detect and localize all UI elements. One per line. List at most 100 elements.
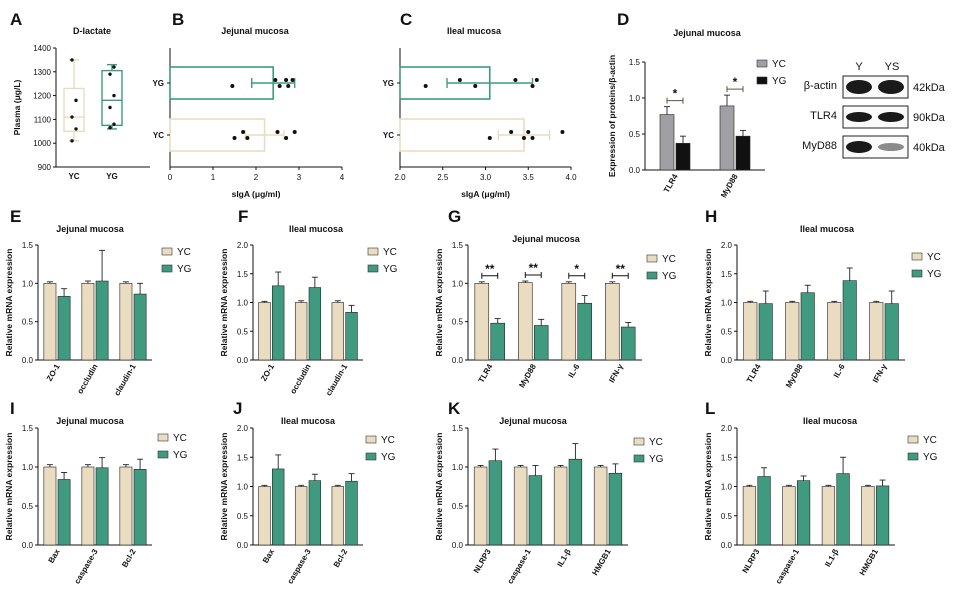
y-tick-label-K: 0.0 [452,541,464,550]
legend-swatch-J-YC [365,435,377,444]
data-point-B-YG [290,78,295,82]
x-tick-label-I: caspase-3 [73,547,100,585]
data-point-YG [108,126,112,130]
bar-F-claudin-1-YG [345,311,358,361]
bar-J-Bcl-2-YC [331,486,344,546]
bar-J-caspase-3-YC [294,486,308,546]
bar-F-ZO-1-YC [258,302,271,361]
x-tick-label-K: NLRP3 [472,547,493,575]
data-point-C-YG [513,78,518,82]
bar-E-occludin-YG [95,280,109,361]
bar-J-caspase-3-YG [308,480,322,546]
blot-size-label: 40kDa [913,142,946,154]
bar-H-TLR4-YC [743,302,758,361]
legend-swatch-E-YC [161,247,173,256]
bar-G-TLR4-YG [490,322,505,361]
x-tick-label-L: NLRP3 [741,547,762,575]
bar-L-caspase-1-YG [796,480,811,546]
data-point-B-YG [230,84,235,88]
x-tick-label-A: YG [106,172,118,181]
bar-D-MyD88-YG [735,135,751,171]
data-point-YG [108,105,112,110]
y-tick-label-J: 0.0 [237,541,249,550]
data-point-YG [108,72,112,76]
y-tick-label-K: 0.5 [452,502,464,511]
bar-J-Bcl-2-YG [345,480,358,546]
bar-L-caspase-1-YC [782,486,796,546]
legend-swatch-D-YG [756,76,768,85]
x-tick-label-L: IL1-β [823,547,840,568]
y-tick-label-E: 0.5 [22,318,34,327]
x-tick-label-K: caspase-1 [506,547,533,585]
data-point-YG [112,122,116,126]
y-tick-label-I: 0.5 [22,502,34,511]
x-tick-label-F: occludin [288,362,312,395]
bar-K-HMGB1-YC [593,466,608,546]
bar-G-MyD88-YC [518,282,533,361]
x-tick-label-C: 4.0 [565,173,577,182]
y-tick-label-A: 1100 [34,115,52,124]
x-tick-label-H: MyD88 [784,362,805,389]
bar-L-NLRP3-YC [742,486,757,546]
panel-title-F: Ileal mucosa [289,224,344,234]
x-tick-label-G: TLR4 [477,362,495,384]
significance-label-D: * [733,75,738,89]
data-point-B-YC [275,130,280,134]
blot-column-label: Y [855,61,863,73]
legend-label-K-YC: YC [649,437,663,448]
panel-title-B: Jejunal mucosa [221,26,290,36]
y-tick-label-F: 1.0 [237,299,249,308]
y-tick-label-H: 0.0 [721,356,733,365]
data-point-C-YC [526,130,531,134]
panel-label-F: F [238,207,248,226]
y-axis-label-H: Relative mRNA expression [703,249,713,357]
bar-G-IFN-γ-YC [605,283,620,361]
data-point-B-YG [286,84,291,88]
bar-J-Bax-YC [258,486,271,546]
legend-label-L-YC: YC [923,435,937,446]
y-tick-label-F: 0.5 [237,327,249,336]
data-point-B-YG [273,78,278,82]
bar-G-IL-6-YC [561,283,577,361]
bar-G-TLR4-YC [474,283,490,361]
x-tick-label-B: 2 [254,173,259,182]
bar-I-Bax-YC [43,466,57,546]
y-tick-label-L: 1.5 [721,453,733,462]
data-point-YG [112,93,116,98]
blot-size-label: 90kDa [913,112,946,124]
data-point-B-YC [292,130,297,134]
y-tick-label-L: 0.0 [721,541,733,550]
blot-band [846,112,872,122]
x-tick-label-G: IFN-γ [607,362,625,384]
x-tick-label-I: Bcl-2 [120,547,138,569]
x-tick-label-G: IL-6 [567,362,582,379]
y-axis-label-G: Relative mRNA expression [434,249,444,357]
legend-label-F-YG: YG [383,264,398,275]
legend-swatch-K-YG [633,454,645,463]
y-tick-label-K: 1.0 [452,463,464,472]
panel-label-B: B [172,10,184,29]
x-tick-label-H: TLR4 [745,362,763,384]
y-tick-label-J: 2.0 [237,424,249,433]
y-tick-label-I: 1.5 [22,424,34,433]
legend-label-I-YC: YC [173,433,187,444]
panel-title-K: Jejunal mucosa [499,416,568,426]
y-tick-label-B: YC [153,131,164,140]
legend-label-F-YC: YC [383,247,397,258]
x-tick-label-L: HMGB1 [858,547,881,577]
y-tick-label-J: 1.5 [237,453,249,462]
data-point-B-YC [232,136,237,140]
data-point-C-YC [560,130,565,134]
x-axis-label-B: sIgA (μg/ml) [232,189,281,199]
box-YG [101,69,123,127]
bar-L-NLRP3-YG [757,476,771,546]
y-tick-label-I: 1.0 [22,463,34,472]
panel-title-C: Ileal mucosa [447,26,502,36]
x-tick-label-J: Bax [261,547,276,565]
panel-label-J: J [233,399,242,418]
bar-G-IFN-γ-YG [620,326,636,361]
bar-H-MyD88-YG [800,292,815,361]
panel-title-I: Jejunal mucosa [56,416,125,426]
data-point-C-YG [534,78,539,82]
x-tick-label-C: 3.5 [523,173,535,182]
